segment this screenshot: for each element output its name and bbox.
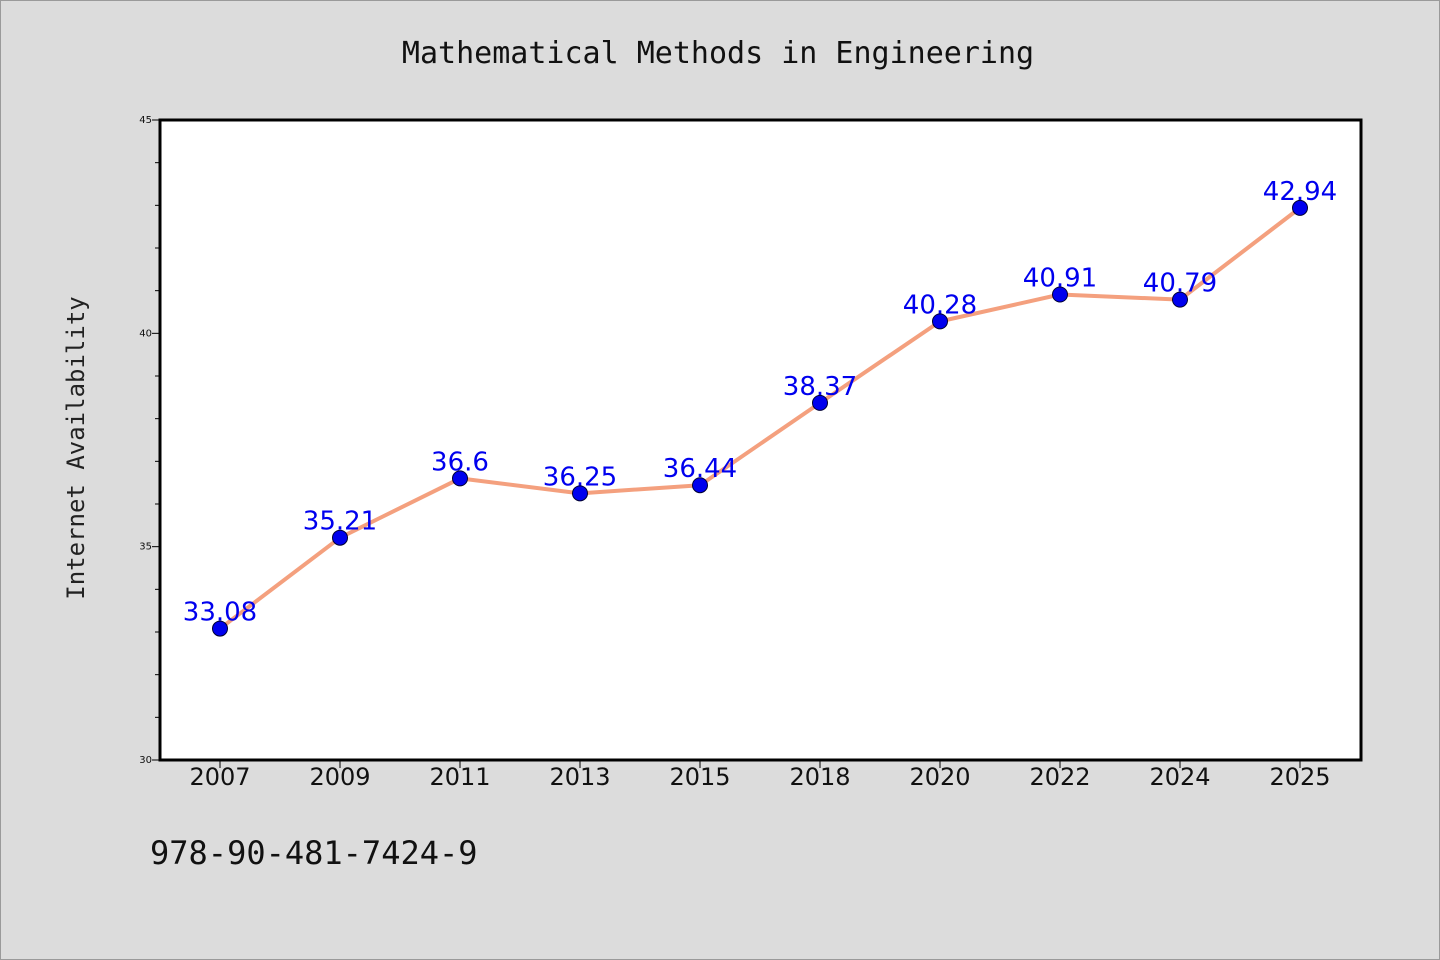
series-layer [212, 199, 1308, 637]
x-tick-label: 2007 [189, 763, 250, 791]
y-axis: 30 35 40 45 [139, 115, 160, 766]
data-label: 33.08 [183, 598, 257, 628]
x-tick-label: 2015 [669, 763, 730, 791]
data-point [452, 470, 468, 487]
x-tick-label: 2013 [549, 763, 610, 791]
series-line [218, 206, 1302, 631]
data-point [1172, 291, 1188, 308]
data-label: 36.6 [431, 447, 489, 477]
data-label: 36.25 [543, 462, 617, 492]
y-tick-label: 35 [139, 542, 152, 553]
data-label: 40.28 [903, 290, 977, 320]
data-label: 38.37 [783, 372, 857, 402]
x-axis: 2007 2009 2011 2013 2015 2018 2020 2022 2024 2025 [189, 760, 1331, 791]
x-tick-label: 2025 [1269, 763, 1330, 791]
data-label: 40.91 [1023, 264, 1097, 294]
x-tick-label: 2009 [309, 763, 370, 791]
x-tick-label: 2024 [1149, 763, 1210, 791]
data-label-layer: 33.08 35.21 36.6 36.25 36.44 38.37 40.28 40.91 4… [183, 177, 1337, 628]
data-point [572, 485, 588, 502]
x-tick-label: 2020 [909, 763, 970, 791]
chart-title: Mathematical Methods in Engineering [402, 36, 1034, 71]
data-point [1292, 199, 1308, 216]
y-tick-label: 30 [139, 755, 152, 766]
data-point [932, 313, 948, 330]
y-tick-label: 45 [139, 115, 152, 126]
data-label: 35.21 [303, 507, 377, 537]
data-point [692, 477, 708, 494]
data-label: 42.94 [1263, 177, 1337, 207]
x-tick-label: 2018 [789, 763, 850, 791]
y-tick-label: 40 [139, 328, 152, 339]
plot-area [158, 118, 1363, 762]
data-label: 40.79 [1143, 269, 1217, 299]
data-point [332, 529, 348, 546]
data-point [1052, 286, 1068, 303]
y-axis-label: Internet Availability [62, 296, 90, 599]
x-tick-label: 2022 [1029, 763, 1090, 791]
x-tick-label: 2011 [429, 763, 490, 791]
data-point [212, 620, 228, 637]
isbn-footnote: 978-90-481-7424-9 [150, 834, 478, 872]
data-label: 36.44 [663, 454, 737, 484]
data-point [812, 394, 828, 411]
